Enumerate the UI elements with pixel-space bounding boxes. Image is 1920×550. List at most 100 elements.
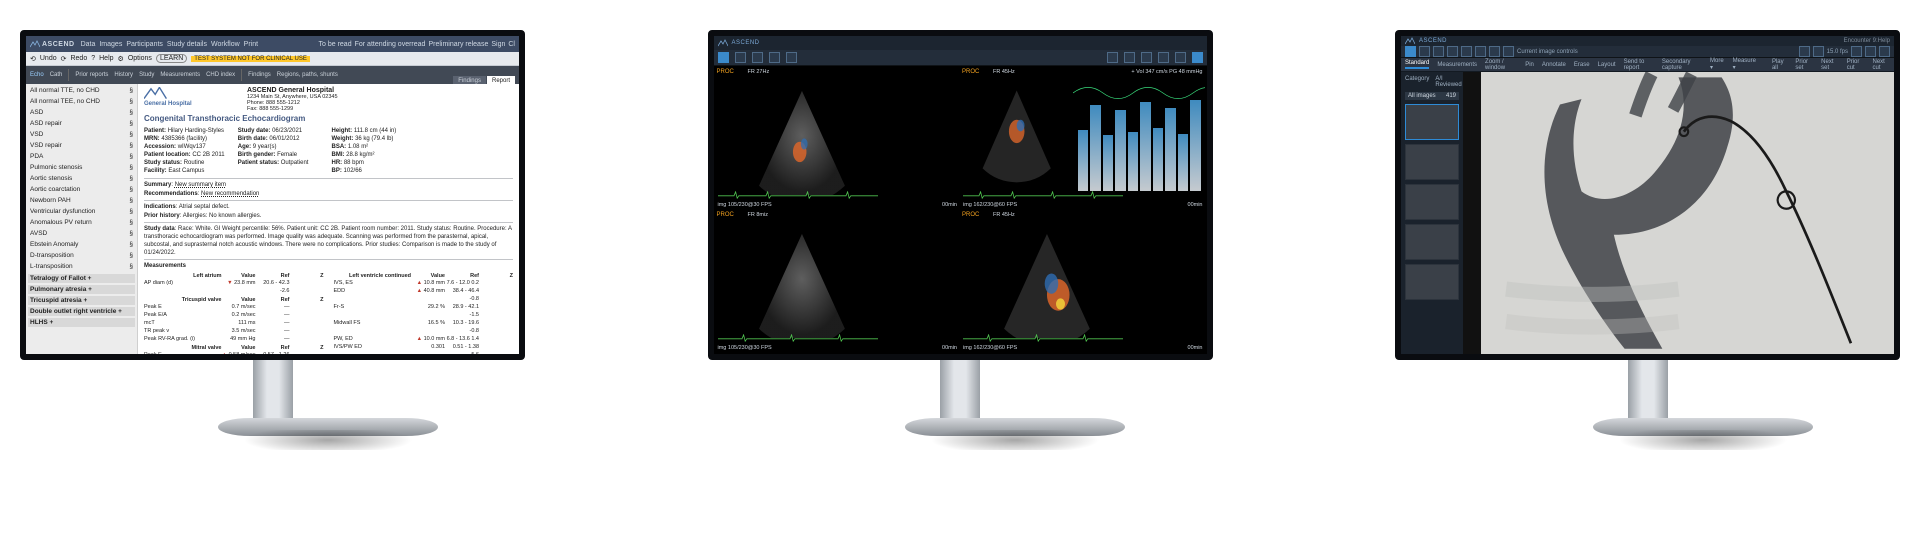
tool-icon[interactable] xyxy=(1158,52,1169,63)
sidebar-item[interactable]: All normal TEE, no CHD§ xyxy=(28,97,135,107)
tool-icon[interactable] xyxy=(1813,46,1824,57)
help-button[interactable]: Help xyxy=(99,55,113,62)
thumbnail[interactable] xyxy=(1405,224,1459,260)
tool-icon[interactable] xyxy=(1141,52,1152,63)
tool-icon[interactable] xyxy=(769,52,780,63)
thumbnail[interactable] xyxy=(1405,184,1459,220)
cl-button[interactable]: Cl xyxy=(508,41,515,48)
tool-icon[interactable] xyxy=(1433,46,1444,57)
prior-cut[interactable]: Prior cut xyxy=(1847,59,1865,71)
image-selector[interactable]: All images419 xyxy=(1405,92,1459,100)
mode-echo[interactable]: Echo xyxy=(30,72,44,78)
menu-images[interactable]: Images xyxy=(99,41,122,48)
cine-panel[interactable]: PROC FR 27Hz img 105/230@30 FPS00min xyxy=(716,68,960,209)
cine-panel[interactable]: PROC FR 45Hz + Vol 347 cm/s PG 48 mmHg i… xyxy=(961,68,1205,209)
thumbnail[interactable] xyxy=(1405,264,1459,300)
nav-findings[interactable]: Findings xyxy=(248,72,271,78)
cine-panel[interactable]: PROC FR 8miz img 105/230@30 FPS00min xyxy=(716,211,960,352)
tool-icon[interactable] xyxy=(1175,52,1186,63)
tool-icon[interactable] xyxy=(735,52,746,63)
tab-pin[interactable]: Pin xyxy=(1525,62,1534,68)
learn-button[interactable]: LEARN xyxy=(156,54,187,63)
next-cut[interactable]: Next cut xyxy=(1872,59,1890,71)
sidebar-item[interactable]: AVSD§ xyxy=(28,229,135,239)
tool-icon[interactable] xyxy=(752,52,763,63)
sidebar-item[interactable]: L-transposition§ xyxy=(28,262,135,272)
sidebar-item[interactable]: All normal TTE, no CHD§ xyxy=(28,86,135,96)
sidebar-item[interactable]: Aortic coarctation§ xyxy=(28,185,135,195)
tool-icon[interactable] xyxy=(1124,52,1135,63)
sidebar-item[interactable]: Newborn PAH§ xyxy=(28,196,135,206)
layout-icon[interactable] xyxy=(718,52,729,63)
mode-cath[interactable]: Cath xyxy=(50,72,63,78)
sidebar-item[interactable]: PDA§ xyxy=(28,152,135,162)
sign-button[interactable]: Sign xyxy=(491,41,505,48)
tool-layout[interactable]: Layout xyxy=(1598,62,1616,68)
tool-send[interactable]: Send to report xyxy=(1624,59,1654,71)
sidebar-header[interactable]: Pulmonary atresia + xyxy=(28,285,135,294)
filter-attending[interactable]: For attending overread xyxy=(355,41,426,48)
tool-annotate[interactable]: Annotate xyxy=(1542,62,1566,68)
tool-icon[interactable] xyxy=(1865,46,1876,57)
cath-viewer[interactable] xyxy=(1463,72,1894,354)
sidebar-item[interactable]: D-transposition§ xyxy=(28,251,135,261)
next-set[interactable]: Next set xyxy=(1821,59,1839,71)
sidebar-item[interactable]: Anomalous PV return§ xyxy=(28,218,135,228)
menu-data[interactable]: Data xyxy=(81,41,96,48)
filter-to-be-read[interactable]: To be read xyxy=(319,41,352,48)
tool-icon[interactable] xyxy=(1447,46,1458,57)
tool-icon[interactable] xyxy=(1461,46,1472,57)
sidebar-header[interactable]: Tetralogy of Fallot + xyxy=(28,274,135,283)
redo-button[interactable]: Redo xyxy=(70,55,87,62)
nav-history[interactable]: History xyxy=(114,72,133,78)
nav-measurements[interactable]: Measurements xyxy=(160,72,200,78)
sidebar-item[interactable]: Ebstein Anomaly§ xyxy=(28,240,135,250)
prior-set[interactable]: Prior set xyxy=(1795,59,1813,71)
tool-icon[interactable] xyxy=(1475,46,1486,57)
tool-icon[interactable] xyxy=(1192,52,1203,63)
tool-icon[interactable] xyxy=(1799,46,1810,57)
nav-chd[interactable]: CHD index xyxy=(206,72,235,78)
tool-icon[interactable] xyxy=(1489,46,1500,57)
tool-erase[interactable]: Erase xyxy=(1574,62,1590,68)
tab-standard[interactable]: Standard xyxy=(1405,60,1429,69)
sidebar-item[interactable]: VSD repair§ xyxy=(28,141,135,151)
tool-measure[interactable]: Measure ▾ xyxy=(1733,58,1756,71)
cine-panel[interactable]: PROC FR 45Hz img 162/230@60 FPS00min xyxy=(961,211,1205,352)
sidebar-item[interactable]: Pulmonic stenosis§ xyxy=(28,163,135,173)
sidebar-item[interactable]: ASD repair§ xyxy=(28,119,135,129)
tool-icon[interactable] xyxy=(1107,52,1118,63)
filter-prelim[interactable]: Preliminary release xyxy=(428,41,488,48)
tab-measurements[interactable]: Measurements xyxy=(1437,62,1477,68)
tab-report[interactable]: Report xyxy=(487,76,515,84)
sidebar-item[interactable]: Ventricular dysfunction§ xyxy=(28,207,135,217)
tool-more[interactable]: More ▾ xyxy=(1710,58,1725,71)
sidebar-header[interactable]: HLHS + xyxy=(28,318,135,327)
thumbnail[interactable] xyxy=(1405,144,1459,180)
nav-study[interactable]: Study xyxy=(139,72,154,78)
sidebar-header[interactable]: Double outlet right ventricle + xyxy=(28,307,135,316)
tool-capture[interactable]: Secondary capture xyxy=(1662,59,1702,71)
options-button[interactable]: Options xyxy=(128,55,152,62)
tool-icon[interactable] xyxy=(786,52,797,63)
tool-icon[interactable] xyxy=(1851,46,1862,57)
menu-print[interactable]: Print xyxy=(244,41,258,48)
sidebar-item[interactable]: VSD§ xyxy=(28,130,135,140)
tab-findings[interactable]: Findings xyxy=(453,76,486,84)
sidebar-item[interactable]: Aortic stenosis§ xyxy=(28,174,135,184)
nav-regions[interactable]: Regions, paths, shunts xyxy=(277,72,338,78)
nav-prior[interactable]: Prior reports xyxy=(75,72,108,78)
sidebar-header[interactable]: Tricuspid atresia + xyxy=(28,296,135,305)
tool-icon[interactable] xyxy=(1503,46,1514,57)
thumbnail[interactable] xyxy=(1405,104,1459,140)
tool-icon[interactable] xyxy=(1419,46,1430,57)
menu-workflow[interactable]: Workflow xyxy=(211,41,240,48)
menu-participants[interactable]: Participants xyxy=(126,41,163,48)
play-all[interactable]: Play all xyxy=(1772,59,1787,71)
sidebar-item[interactable]: ASD§ xyxy=(28,108,135,118)
layout-icon[interactable] xyxy=(1405,46,1416,57)
undo-button[interactable]: Undo xyxy=(40,55,57,62)
tab-zoom[interactable]: Zoom / window xyxy=(1485,59,1517,71)
tool-icon[interactable] xyxy=(1879,46,1890,57)
menu-study-details[interactable]: Study details xyxy=(167,41,207,48)
